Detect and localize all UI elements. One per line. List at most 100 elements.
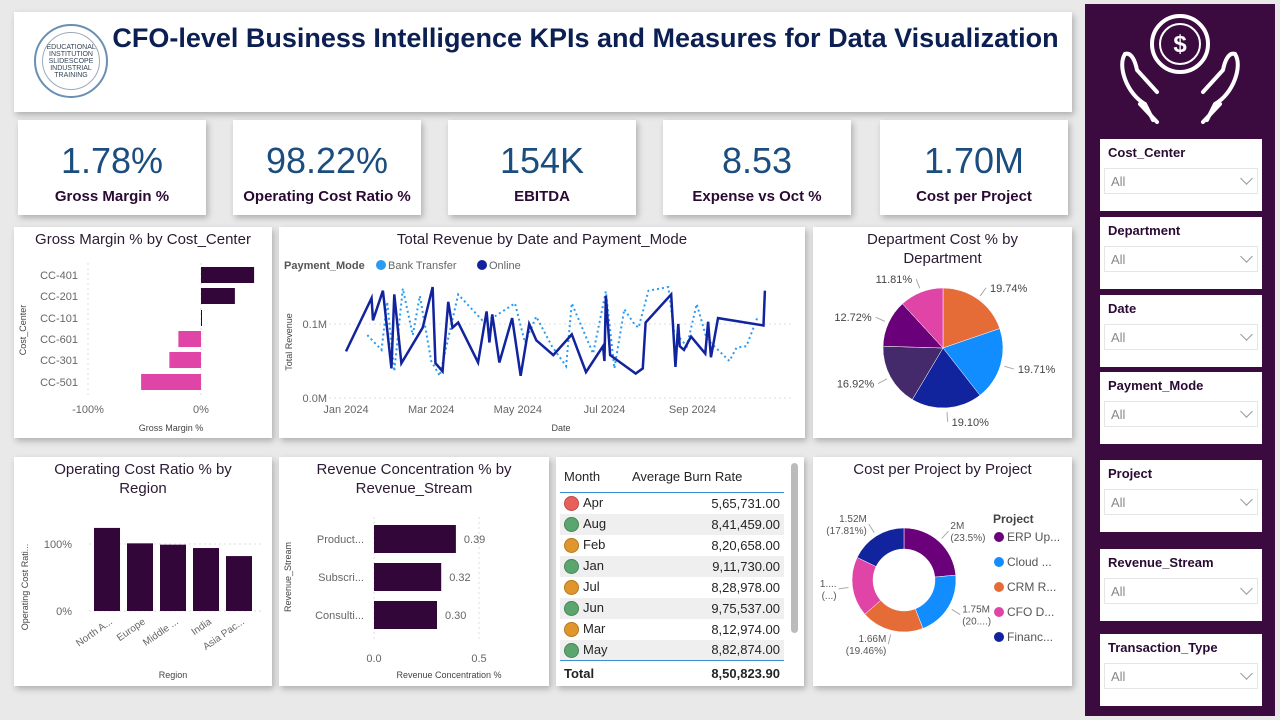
- legend-title: Project: [993, 512, 1034, 526]
- month-cell: Mar: [560, 619, 628, 640]
- slice: [914, 574, 957, 629]
- burn-rate-cell: 9,75,537.00: [627, 597, 784, 619]
- slicer-label: Date: [1108, 301, 1137, 316]
- table-scrollbar[interactable]: [791, 463, 798, 633]
- gross-margin-svg: CC-401 CC-201 CC-101 CC-601 CC-301 CC-501 -100…: [18, 263, 255, 433]
- legend-marker: [376, 260, 386, 270]
- svg-text:$: $: [1173, 31, 1187, 58]
- data-label: 1....: [820, 579, 837, 590]
- leader-line: [915, 278, 921, 289]
- cost-per-project-donut: Cost per Project by Project 2M (23.5%) 1.7…: [813, 457, 1072, 686]
- chart-title: Gross Margin % by Cost_Center: [35, 231, 251, 248]
- leader-line: [941, 530, 949, 539]
- burn-rate-cell: 8,82,874.00: [627, 639, 784, 661]
- data-label: (20....): [962, 617, 991, 628]
- slicer-dropdown[interactable]: All: [1104, 401, 1258, 427]
- x-tick-label: Sep 2024: [669, 404, 716, 416]
- burn-rate-grid: Month Average Burn Rate Apr 5,65,731.00 Aug…: [560, 465, 784, 687]
- legend-label: ERP Up...: [1007, 530, 1060, 544]
- leader-line: [979, 287, 987, 297]
- slicer-dropdown[interactable]: All: [1104, 578, 1258, 604]
- table-row[interactable]: Apr 5,65,731.00: [560, 493, 784, 514]
- legend-label: Financ...: [1007, 630, 1053, 644]
- bar: [127, 543, 153, 611]
- kpi-card: 8.53 Expense vs Oct %: [663, 120, 851, 215]
- category-label: CC-301: [40, 355, 78, 367]
- kpi-value: 1.70M: [923, 140, 1025, 181]
- kpi-card: 154K EBITDA: [448, 120, 636, 215]
- x-axis-label: Region: [159, 670, 188, 680]
- burn-rate-cell: 8,28,978.00: [711, 579, 780, 595]
- category-label: CC-501: [40, 377, 78, 389]
- month-cell: Jan: [560, 555, 628, 577]
- table-row[interactable]: Jul 8,28,978.00: [560, 577, 784, 598]
- slicer-dropdown[interactable]: All: [1104, 663, 1258, 689]
- chart-title: Total Revenue by Date and Payment_Mode: [396, 231, 688, 248]
- bar: [94, 527, 120, 611]
- slicer-value: All: [1111, 668, 1126, 684]
- operating-cost-chart: Operating Cost Ratio % by Region 0% 100% N…: [14, 457, 272, 686]
- slice: [856, 527, 905, 567]
- slicer-dropdown[interactable]: All: [1104, 168, 1258, 194]
- table-row[interactable]: Jan 9,11,730.00: [560, 555, 784, 577]
- slicer-project: Project All: [1100, 460, 1262, 532]
- data-label: 1.75M: [962, 605, 990, 616]
- slice: [942, 328, 1004, 396]
- legend-marker: [994, 632, 1004, 642]
- bar: [160, 544, 186, 611]
- y-axis-label: Total Revenue: [284, 313, 294, 371]
- slicer-dropdown[interactable]: All: [1104, 246, 1258, 272]
- month-label: May: [583, 641, 608, 657]
- filter-sidebar: $ Cost_Center All Department All Date All Paym…: [1085, 4, 1275, 716]
- data-label: 2M: [950, 521, 964, 532]
- month-cell: Jun: [560, 597, 628, 619]
- x-tick-label: 0.0: [366, 653, 381, 665]
- data-label: (19.46%): [846, 646, 887, 657]
- x-tick-label: -100%: [72, 404, 104, 416]
- bar: [141, 374, 201, 390]
- series-line-online: [344, 286, 767, 377]
- y-axis-label: Revenue_Stream: [283, 542, 293, 612]
- revenue-line-chart: Total Revenue by Date and Payment_Mode P…: [279, 227, 805, 438]
- y-tick-label: 0.0M: [303, 393, 327, 405]
- slicer-value: All: [1111, 583, 1126, 599]
- table-row[interactable]: May 8,82,874.00: [560, 639, 784, 661]
- data-label: 19.71%: [1018, 364, 1056, 376]
- table-row[interactable]: Mar 8,12,974.00: [560, 619, 784, 640]
- slice: [911, 347, 981, 409]
- slicer-dropdown[interactable]: All: [1104, 489, 1258, 515]
- chevron-down-icon: [1240, 328, 1253, 341]
- burn-rate-table: Month Average Burn Rate Apr 5,65,731.00 Aug…: [556, 457, 804, 687]
- department-pie-svg: 19.74% 19.71% 19.10% 16.92% 12.72% 11.81%: [834, 274, 1056, 429]
- slicer-cost-center: Cost_Center All: [1100, 139, 1262, 211]
- kpi-value: 8.53: [721, 140, 793, 181]
- chevron-down-icon: [1240, 172, 1253, 185]
- legend-marker: [994, 532, 1004, 542]
- chart-title: Revenue Concentration % by Revenue_Strea…: [316, 461, 512, 497]
- table-row[interactable]: Aug 8,41,459.00: [560, 513, 784, 535]
- total-value: 8,50,823.90: [627, 660, 784, 687]
- slicer-dropdown[interactable]: All: [1104, 324, 1258, 350]
- bar: [201, 267, 255, 283]
- bar: [201, 288, 235, 304]
- kpi-label: Cost per Project: [916, 188, 1032, 205]
- legend-marker: [994, 582, 1004, 592]
- data-label: (17.81%): [826, 526, 867, 537]
- column-header-month[interactable]: Month: [560, 465, 628, 493]
- page-title: CFO-level Business Intelligence KPIs and…: [112, 23, 1059, 53]
- slice: [882, 345, 944, 400]
- hands-holding-dollar-coin-icon: $: [1120, 14, 1240, 124]
- x-tick-label: Mar 2024: [408, 404, 454, 416]
- chevron-down-icon: [1240, 250, 1253, 263]
- revenue-concentration-chart: Revenue Concentration % by Revenue_Strea…: [279, 457, 549, 686]
- chart-title: Operating Cost Ratio % by Region: [54, 461, 232, 497]
- table-row[interactable]: Feb 8,20,658.00: [560, 535, 784, 556]
- bar: [201, 310, 202, 326]
- table-row[interactable]: Jun 9,75,537.00: [560, 597, 784, 619]
- column-header-burn-rate[interactable]: Average Burn Rate: [627, 465, 784, 493]
- legend-marker: [994, 557, 1004, 567]
- data-label: (23.5%): [950, 533, 985, 544]
- legend-marker: [477, 260, 487, 270]
- x-tick-label: 0%: [193, 404, 209, 416]
